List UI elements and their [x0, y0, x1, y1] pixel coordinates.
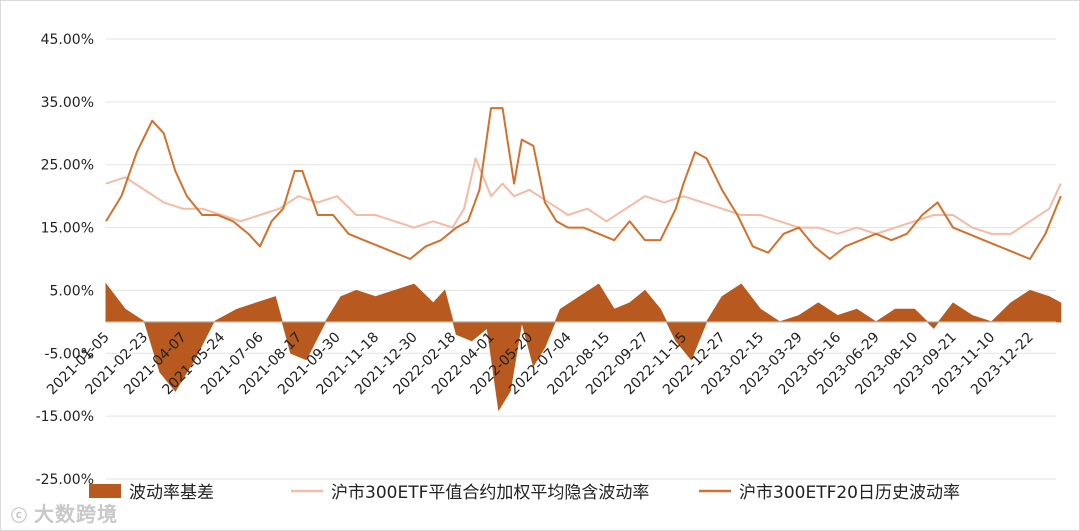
- y-tick-label: 15.00%: [41, 221, 94, 237]
- y-tick-label: 45.00%: [41, 32, 94, 48]
- legend-label: 沪市300ETF平值合约加权平均隐含波动率: [331, 483, 649, 503]
- watermark-text: 大数跨境: [34, 502, 119, 526]
- y-axis-ticks: 45.00% 35.00% 25.00% 15.00% 5.00% -5.00% -15.0…: [36, 32, 94, 488]
- watermark: ⓒ 大数跨境: [11, 498, 118, 527]
- series-historical-vol: [105, 107, 1062, 260]
- legend: 波动率基差 沪市300ETF平值合约加权平均隐含波动率 沪市300ETF20日历史波…: [89, 483, 960, 503]
- y-tick-label: -5.00%: [44, 346, 94, 362]
- y-tick-label: 25.00%: [41, 158, 94, 174]
- series-hv-line: [105, 107, 1062, 260]
- grid-lines: [106, 38, 1056, 480]
- y-tick-label: -25.00%: [36, 472, 94, 488]
- y-tick-label: 35.00%: [41, 95, 94, 111]
- series-implied-vol: [105, 157, 1062, 235]
- series-basis-area: [105, 282, 1062, 412]
- legend-label: 波动率基差: [129, 483, 214, 503]
- y-tick-label: -15.00%: [36, 409, 94, 425]
- watermark-logo-icon: ⓒ: [11, 506, 29, 525]
- legend-label: 沪市300ETF20日历史波动率: [739, 483, 960, 503]
- y-tick-label: 5.00%: [50, 283, 94, 299]
- legend-swatch-area: [89, 484, 121, 498]
- series-iv-line: [105, 157, 1062, 235]
- basis-area: [105, 282, 1062, 412]
